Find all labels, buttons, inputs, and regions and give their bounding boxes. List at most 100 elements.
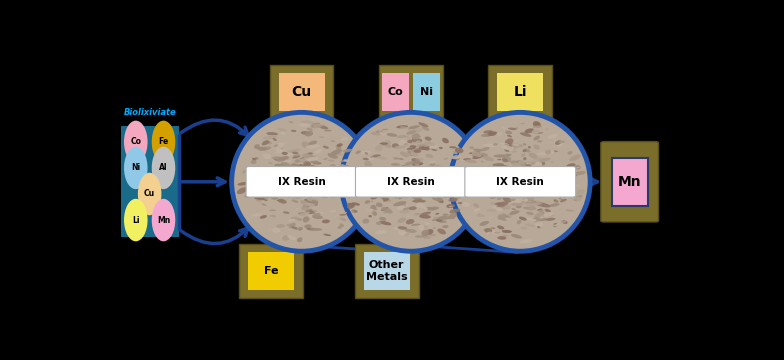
Ellipse shape <box>376 170 383 174</box>
Ellipse shape <box>292 174 299 179</box>
Ellipse shape <box>399 198 402 199</box>
Ellipse shape <box>405 170 413 174</box>
Ellipse shape <box>516 180 524 186</box>
Ellipse shape <box>343 149 352 153</box>
Ellipse shape <box>339 194 347 196</box>
Ellipse shape <box>511 187 517 192</box>
Ellipse shape <box>539 210 544 212</box>
Ellipse shape <box>539 176 546 180</box>
Ellipse shape <box>488 230 500 235</box>
Ellipse shape <box>537 214 541 216</box>
Ellipse shape <box>425 168 430 171</box>
Ellipse shape <box>497 214 503 215</box>
Ellipse shape <box>269 174 274 176</box>
Ellipse shape <box>525 203 531 206</box>
Ellipse shape <box>565 163 575 169</box>
Ellipse shape <box>281 162 291 167</box>
Ellipse shape <box>409 183 413 184</box>
Ellipse shape <box>434 184 441 189</box>
Ellipse shape <box>557 141 565 143</box>
FancyBboxPatch shape <box>246 167 357 197</box>
Ellipse shape <box>429 234 437 236</box>
Ellipse shape <box>383 189 387 191</box>
Ellipse shape <box>405 168 412 170</box>
Ellipse shape <box>561 196 568 200</box>
Ellipse shape <box>432 197 443 201</box>
Ellipse shape <box>330 152 344 156</box>
Ellipse shape <box>561 220 568 224</box>
Ellipse shape <box>417 180 420 181</box>
Ellipse shape <box>434 191 437 194</box>
Ellipse shape <box>339 224 344 227</box>
Ellipse shape <box>336 181 340 183</box>
FancyBboxPatch shape <box>465 167 575 197</box>
Ellipse shape <box>397 186 406 189</box>
Ellipse shape <box>381 169 387 172</box>
Ellipse shape <box>524 174 528 177</box>
Ellipse shape <box>424 177 430 181</box>
Ellipse shape <box>353 175 361 181</box>
Ellipse shape <box>502 230 511 233</box>
Ellipse shape <box>521 181 524 183</box>
Ellipse shape <box>469 152 473 154</box>
Ellipse shape <box>307 228 315 230</box>
Ellipse shape <box>362 219 369 224</box>
Ellipse shape <box>285 195 289 196</box>
Ellipse shape <box>290 188 302 192</box>
Ellipse shape <box>426 179 436 184</box>
Ellipse shape <box>350 166 357 169</box>
Ellipse shape <box>543 213 554 217</box>
Ellipse shape <box>372 211 377 216</box>
Ellipse shape <box>437 229 446 234</box>
Ellipse shape <box>370 168 383 171</box>
Ellipse shape <box>437 194 447 198</box>
Ellipse shape <box>262 198 269 200</box>
Ellipse shape <box>314 174 318 177</box>
Ellipse shape <box>514 147 517 149</box>
Ellipse shape <box>323 146 329 149</box>
Ellipse shape <box>559 197 567 200</box>
Ellipse shape <box>298 178 307 181</box>
Ellipse shape <box>456 189 467 193</box>
Ellipse shape <box>537 152 547 156</box>
Ellipse shape <box>540 193 543 194</box>
Ellipse shape <box>337 143 343 147</box>
Ellipse shape <box>418 225 424 230</box>
Ellipse shape <box>289 223 296 228</box>
Ellipse shape <box>493 143 498 146</box>
Ellipse shape <box>414 135 421 138</box>
Ellipse shape <box>410 152 418 156</box>
Ellipse shape <box>298 182 303 183</box>
Ellipse shape <box>539 158 550 162</box>
Ellipse shape <box>292 180 303 184</box>
Ellipse shape <box>428 165 434 168</box>
Ellipse shape <box>334 183 343 189</box>
Ellipse shape <box>382 197 390 201</box>
Ellipse shape <box>392 143 399 148</box>
Ellipse shape <box>295 193 300 195</box>
Ellipse shape <box>532 163 535 165</box>
Ellipse shape <box>288 195 291 198</box>
Ellipse shape <box>405 192 418 195</box>
Ellipse shape <box>347 204 355 209</box>
Ellipse shape <box>513 187 522 191</box>
Ellipse shape <box>517 220 521 224</box>
Ellipse shape <box>417 175 424 177</box>
Ellipse shape <box>517 182 525 186</box>
Ellipse shape <box>400 176 410 183</box>
Ellipse shape <box>292 155 300 158</box>
Ellipse shape <box>541 181 546 185</box>
Ellipse shape <box>422 169 431 172</box>
Ellipse shape <box>504 199 522 203</box>
Ellipse shape <box>376 221 382 225</box>
Ellipse shape <box>299 212 310 216</box>
Ellipse shape <box>408 145 416 149</box>
Ellipse shape <box>381 207 388 211</box>
Ellipse shape <box>412 183 419 185</box>
FancyBboxPatch shape <box>612 158 648 206</box>
Ellipse shape <box>426 154 434 158</box>
Ellipse shape <box>521 175 528 179</box>
Ellipse shape <box>307 169 311 172</box>
Ellipse shape <box>409 184 423 190</box>
Ellipse shape <box>281 158 290 160</box>
